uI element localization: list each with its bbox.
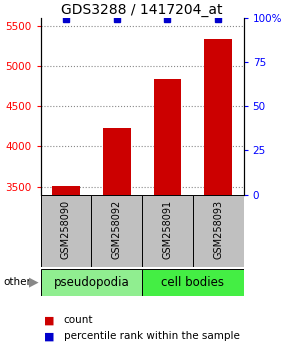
Text: GSM258093: GSM258093 [213, 200, 223, 259]
Text: ▶: ▶ [28, 276, 38, 289]
Text: percentile rank within the sample: percentile rank within the sample [64, 331, 240, 341]
Bar [41, 269, 142, 296]
Text: ■: ■ [44, 331, 54, 341]
Bar [153, 79, 182, 195]
Text: ■: ■ [44, 315, 54, 325]
Bar [41, 195, 91, 267]
Text: pseudopodia: pseudopodia [53, 276, 129, 289]
Bar [193, 195, 244, 267]
Bar [52, 186, 80, 195]
Text: GSM258092: GSM258092 [112, 200, 122, 259]
Text: other: other [3, 277, 31, 287]
Bar [103, 128, 131, 195]
Bar [142, 269, 244, 296]
Bar [142, 195, 193, 267]
Bar [91, 195, 142, 267]
Title: GDS3288 / 1417204_at: GDS3288 / 1417204_at [61, 3, 223, 17]
Text: cell bodies: cell bodies [161, 276, 224, 289]
Bar [204, 39, 232, 195]
Text: GSM258090: GSM258090 [61, 200, 71, 259]
Text: GSM258091: GSM258091 [162, 200, 173, 259]
Text: count: count [64, 315, 93, 325]
